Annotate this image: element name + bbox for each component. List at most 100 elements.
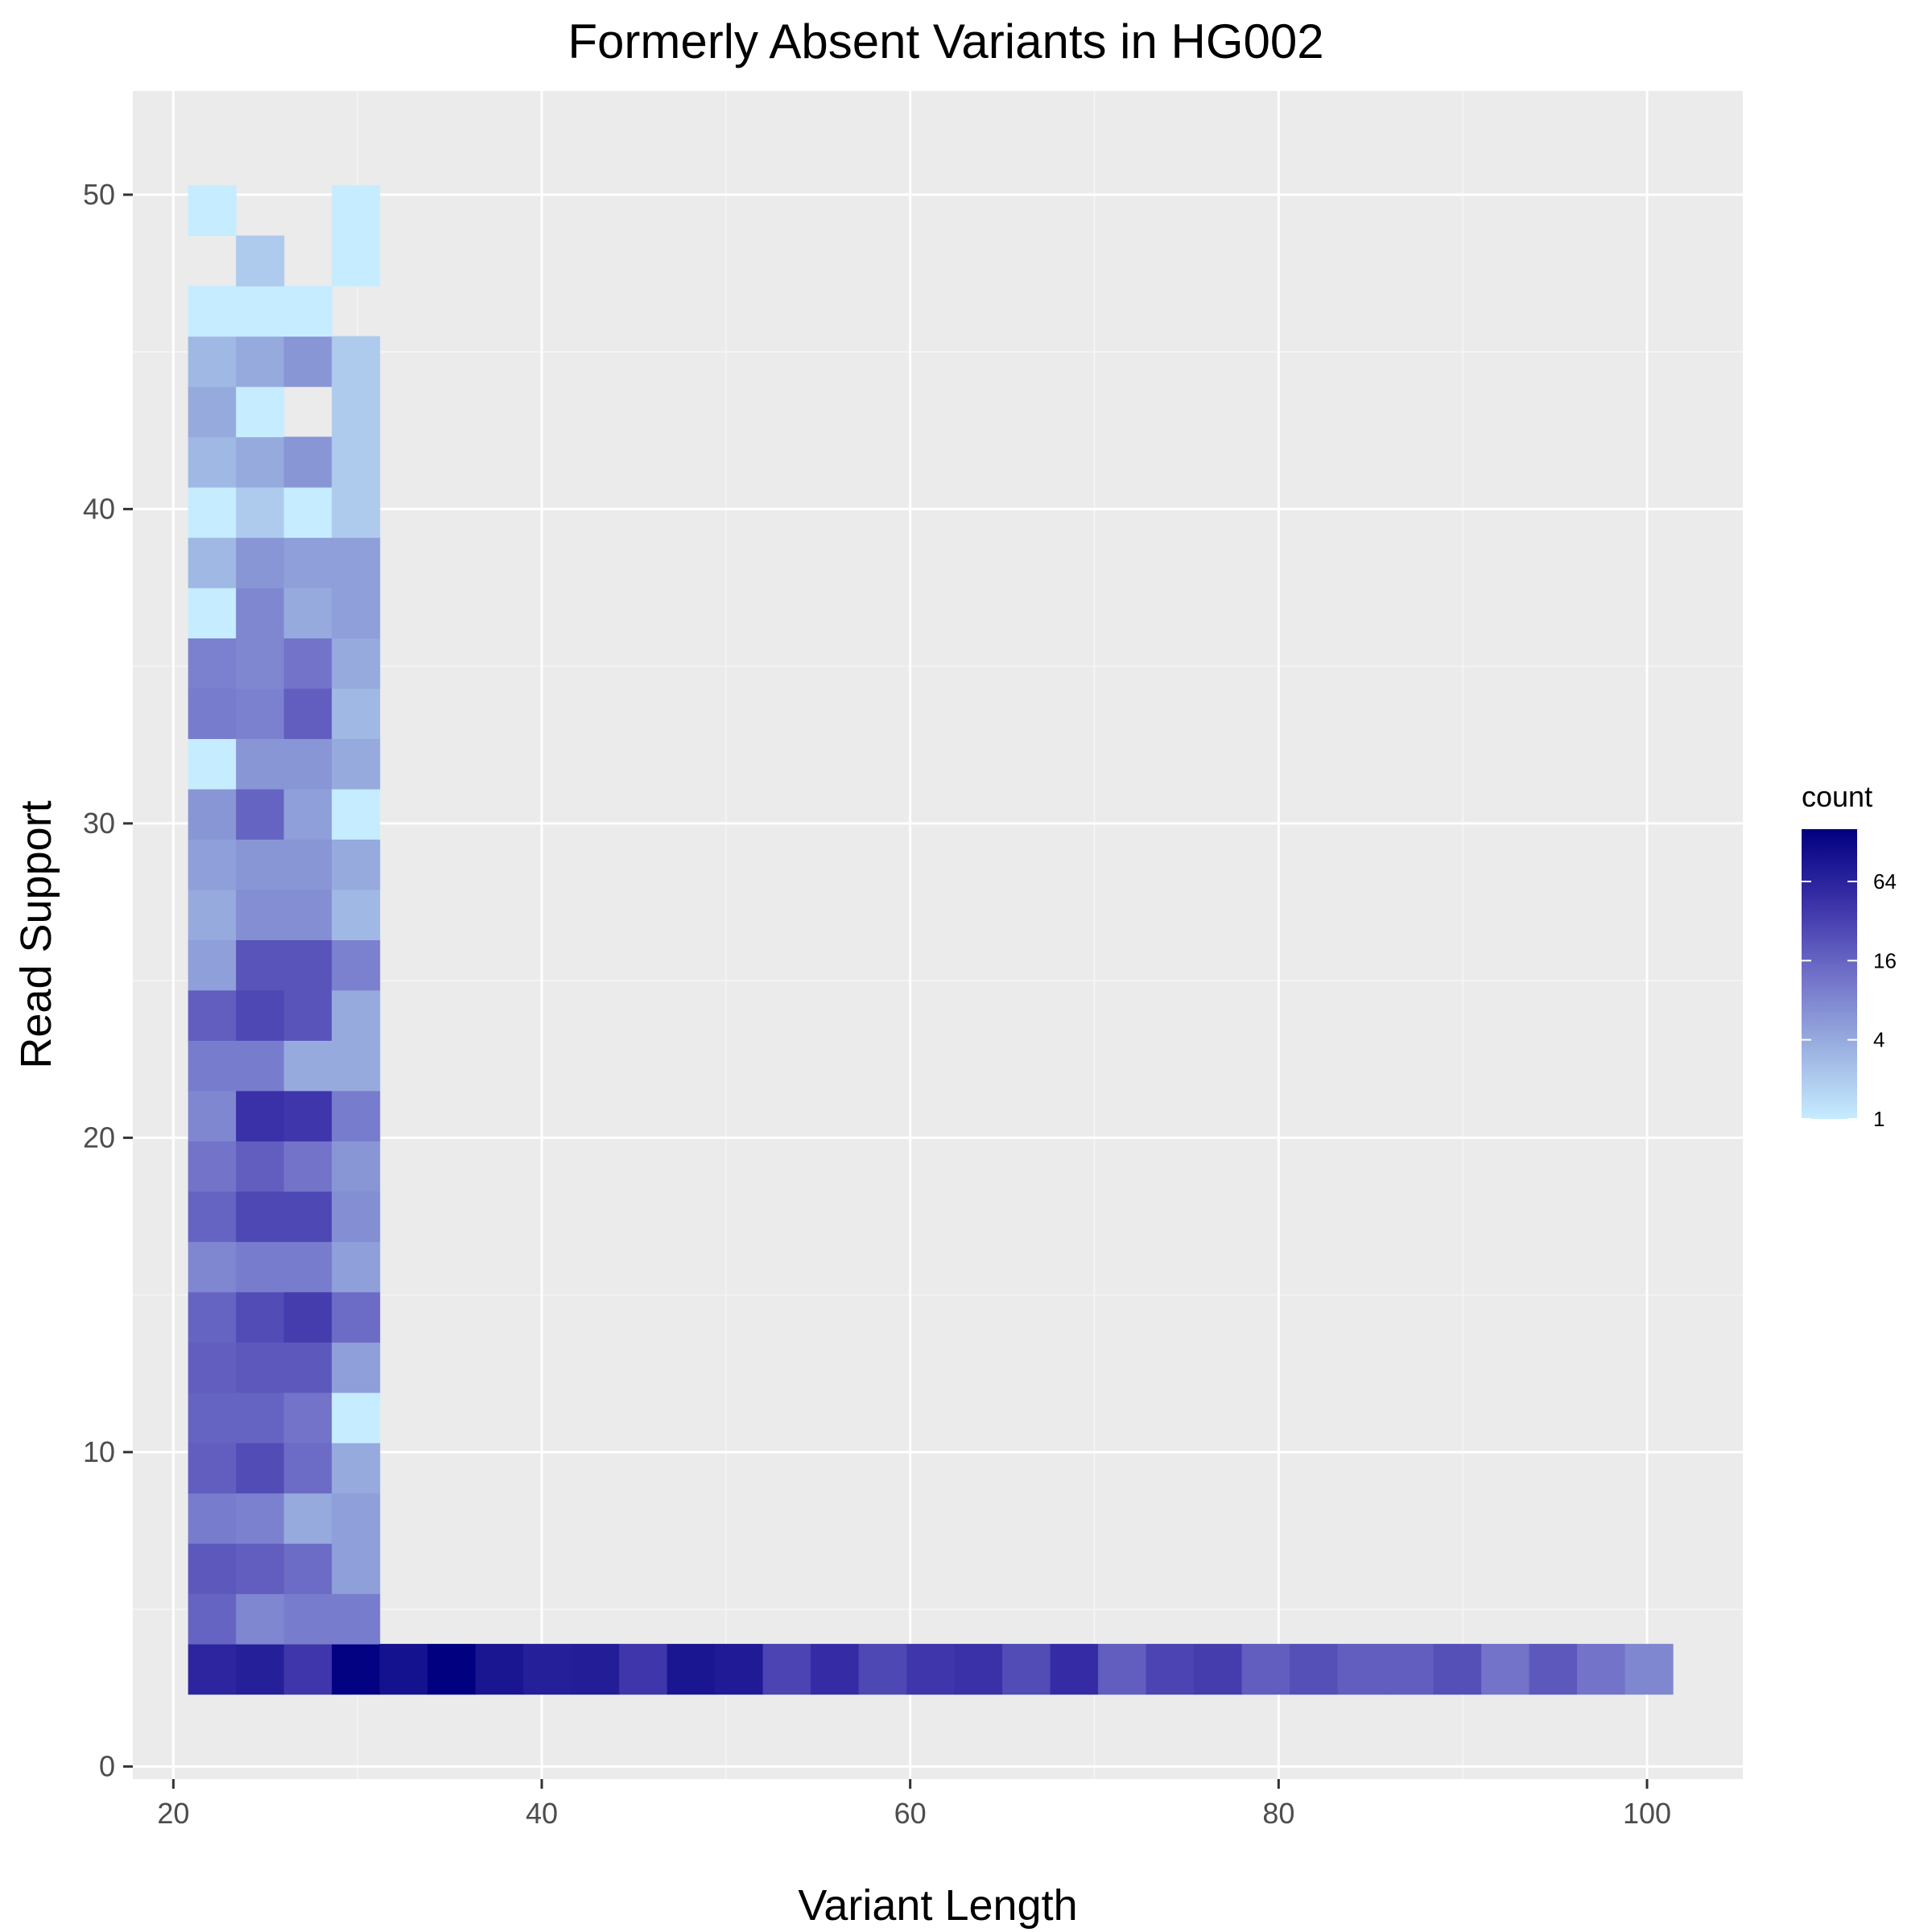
y-tick-label: 20 <box>83 1121 115 1154</box>
heatmap-tile <box>236 687 285 740</box>
heatmap-tile <box>332 1241 381 1293</box>
heatmap-tile <box>332 1090 381 1141</box>
heatmap-tile <box>283 1492 332 1544</box>
heatmap-tile <box>332 1342 381 1393</box>
y-tick-label: 30 <box>83 807 115 840</box>
heatmap-tile <box>283 1543 332 1595</box>
heatmap-tile <box>188 1492 237 1544</box>
heatmap-tile <box>188 788 237 840</box>
heatmap-tile <box>332 788 381 840</box>
heatmap-tile <box>332 1141 381 1192</box>
heatmap-tile <box>667 1644 716 1695</box>
heatmap-tile <box>236 1090 285 1141</box>
heatmap-tile <box>236 1191 285 1242</box>
heatmap-tile <box>332 1392 381 1443</box>
legend-break-label: 16 <box>1873 948 1897 972</box>
x-tick-label: 60 <box>894 1797 927 1830</box>
heatmap-tile <box>283 1090 332 1141</box>
heatmap-tile <box>379 1644 428 1695</box>
heatmap-tile <box>236 939 285 991</box>
heatmap-tile <box>283 537 332 588</box>
heatmap-tile <box>332 487 381 539</box>
heatmap-tile <box>236 1291 285 1343</box>
heatmap-tile <box>283 1191 332 1242</box>
heatmap-tile <box>283 788 332 840</box>
heatmap-tile <box>283 336 332 387</box>
heatmap-tile <box>236 1644 285 1695</box>
heatmap-tile <box>236 989 285 1041</box>
heatmap-tile <box>1002 1644 1051 1695</box>
heatmap-tile <box>1098 1644 1147 1695</box>
heatmap-tile <box>332 1443 381 1494</box>
heatmap-tile <box>236 537 285 588</box>
heatmap-tile <box>236 1342 285 1393</box>
heatmap-tile <box>332 537 381 588</box>
heatmap-tile <box>236 235 285 287</box>
heatmap-tile <box>332 1191 381 1242</box>
heatmap-tile <box>283 1291 332 1343</box>
heatmap-tile <box>188 687 237 740</box>
heatmap-tile <box>236 1492 285 1544</box>
heatmap-tile <box>236 336 285 387</box>
x-tick-label: 40 <box>526 1797 558 1830</box>
heatmap-tile <box>332 939 381 991</box>
heatmap-tile <box>332 1492 381 1544</box>
heatmap-tile <box>1146 1644 1195 1695</box>
heatmap-tile <box>475 1644 524 1695</box>
heatmap-tile <box>283 738 332 790</box>
heatmap-tile <box>236 788 285 840</box>
heatmap-tile <box>332 235 381 287</box>
heatmap-tile <box>1577 1644 1626 1695</box>
heatmap-tile <box>188 436 237 488</box>
heatmap-tile <box>188 1342 237 1393</box>
heatmap-tile <box>332 1040 381 1092</box>
heatmap-tile <box>332 587 381 639</box>
heatmap-tile <box>283 889 332 940</box>
heatmap-tile <box>332 336 381 387</box>
heatmap-tile <box>283 1644 332 1695</box>
heatmap-tile <box>236 1141 285 1192</box>
grid-major <box>133 91 1743 1779</box>
heatmap-tile <box>236 1241 285 1293</box>
heatmap-tile <box>332 638 381 689</box>
heatmap-tile <box>188 1443 237 1494</box>
heatmap-tile <box>283 989 332 1041</box>
heatmap-tile <box>188 185 237 237</box>
heatmap-tile <box>523 1644 572 1695</box>
heatmap-tile <box>1385 1644 1435 1695</box>
heatmap-tile <box>283 436 332 488</box>
heatmap-tile <box>236 587 285 639</box>
x-tick-label: 100 <box>1623 1797 1671 1830</box>
heatmap-tile <box>188 1241 237 1293</box>
heatmap-tile <box>283 1141 332 1192</box>
heatmap-tile <box>1529 1644 1578 1695</box>
legend-title: count <box>1802 780 1872 813</box>
heatmap-tile <box>188 336 237 387</box>
legend-break-label: 64 <box>1873 869 1897 894</box>
heatmap-tile <box>188 939 237 991</box>
heatmap-tile <box>236 638 285 689</box>
heatmap-tile <box>283 487 332 539</box>
heatmap-tile <box>332 738 381 790</box>
heatmap-tile <box>571 1644 620 1695</box>
heatmap-tile <box>188 1543 237 1595</box>
heatmap-tile <box>332 889 381 940</box>
heatmap-tile <box>188 537 237 588</box>
heatmap-tile <box>188 1593 237 1645</box>
heatmap-tile <box>283 1241 332 1293</box>
heatmap-tile <box>762 1644 811 1695</box>
heatmap-tile <box>332 687 381 740</box>
y-tick-label: 40 <box>83 492 115 525</box>
x-axis-title: Variant Length <box>798 1881 1077 1930</box>
heatmap-tile <box>236 436 285 488</box>
legend-ticks: 1 4 16 64 <box>1802 869 1897 1131</box>
heatmap-tile <box>236 738 285 790</box>
heatmap-tile <box>811 1644 860 1695</box>
heatmap-tile <box>188 1644 237 1695</box>
heatmap-tile <box>283 939 332 991</box>
heatmap-tile <box>188 738 237 790</box>
heatmap-tile <box>236 1392 285 1443</box>
heatmap-tile <box>715 1644 764 1695</box>
legend-colorbar <box>1802 829 1857 1119</box>
